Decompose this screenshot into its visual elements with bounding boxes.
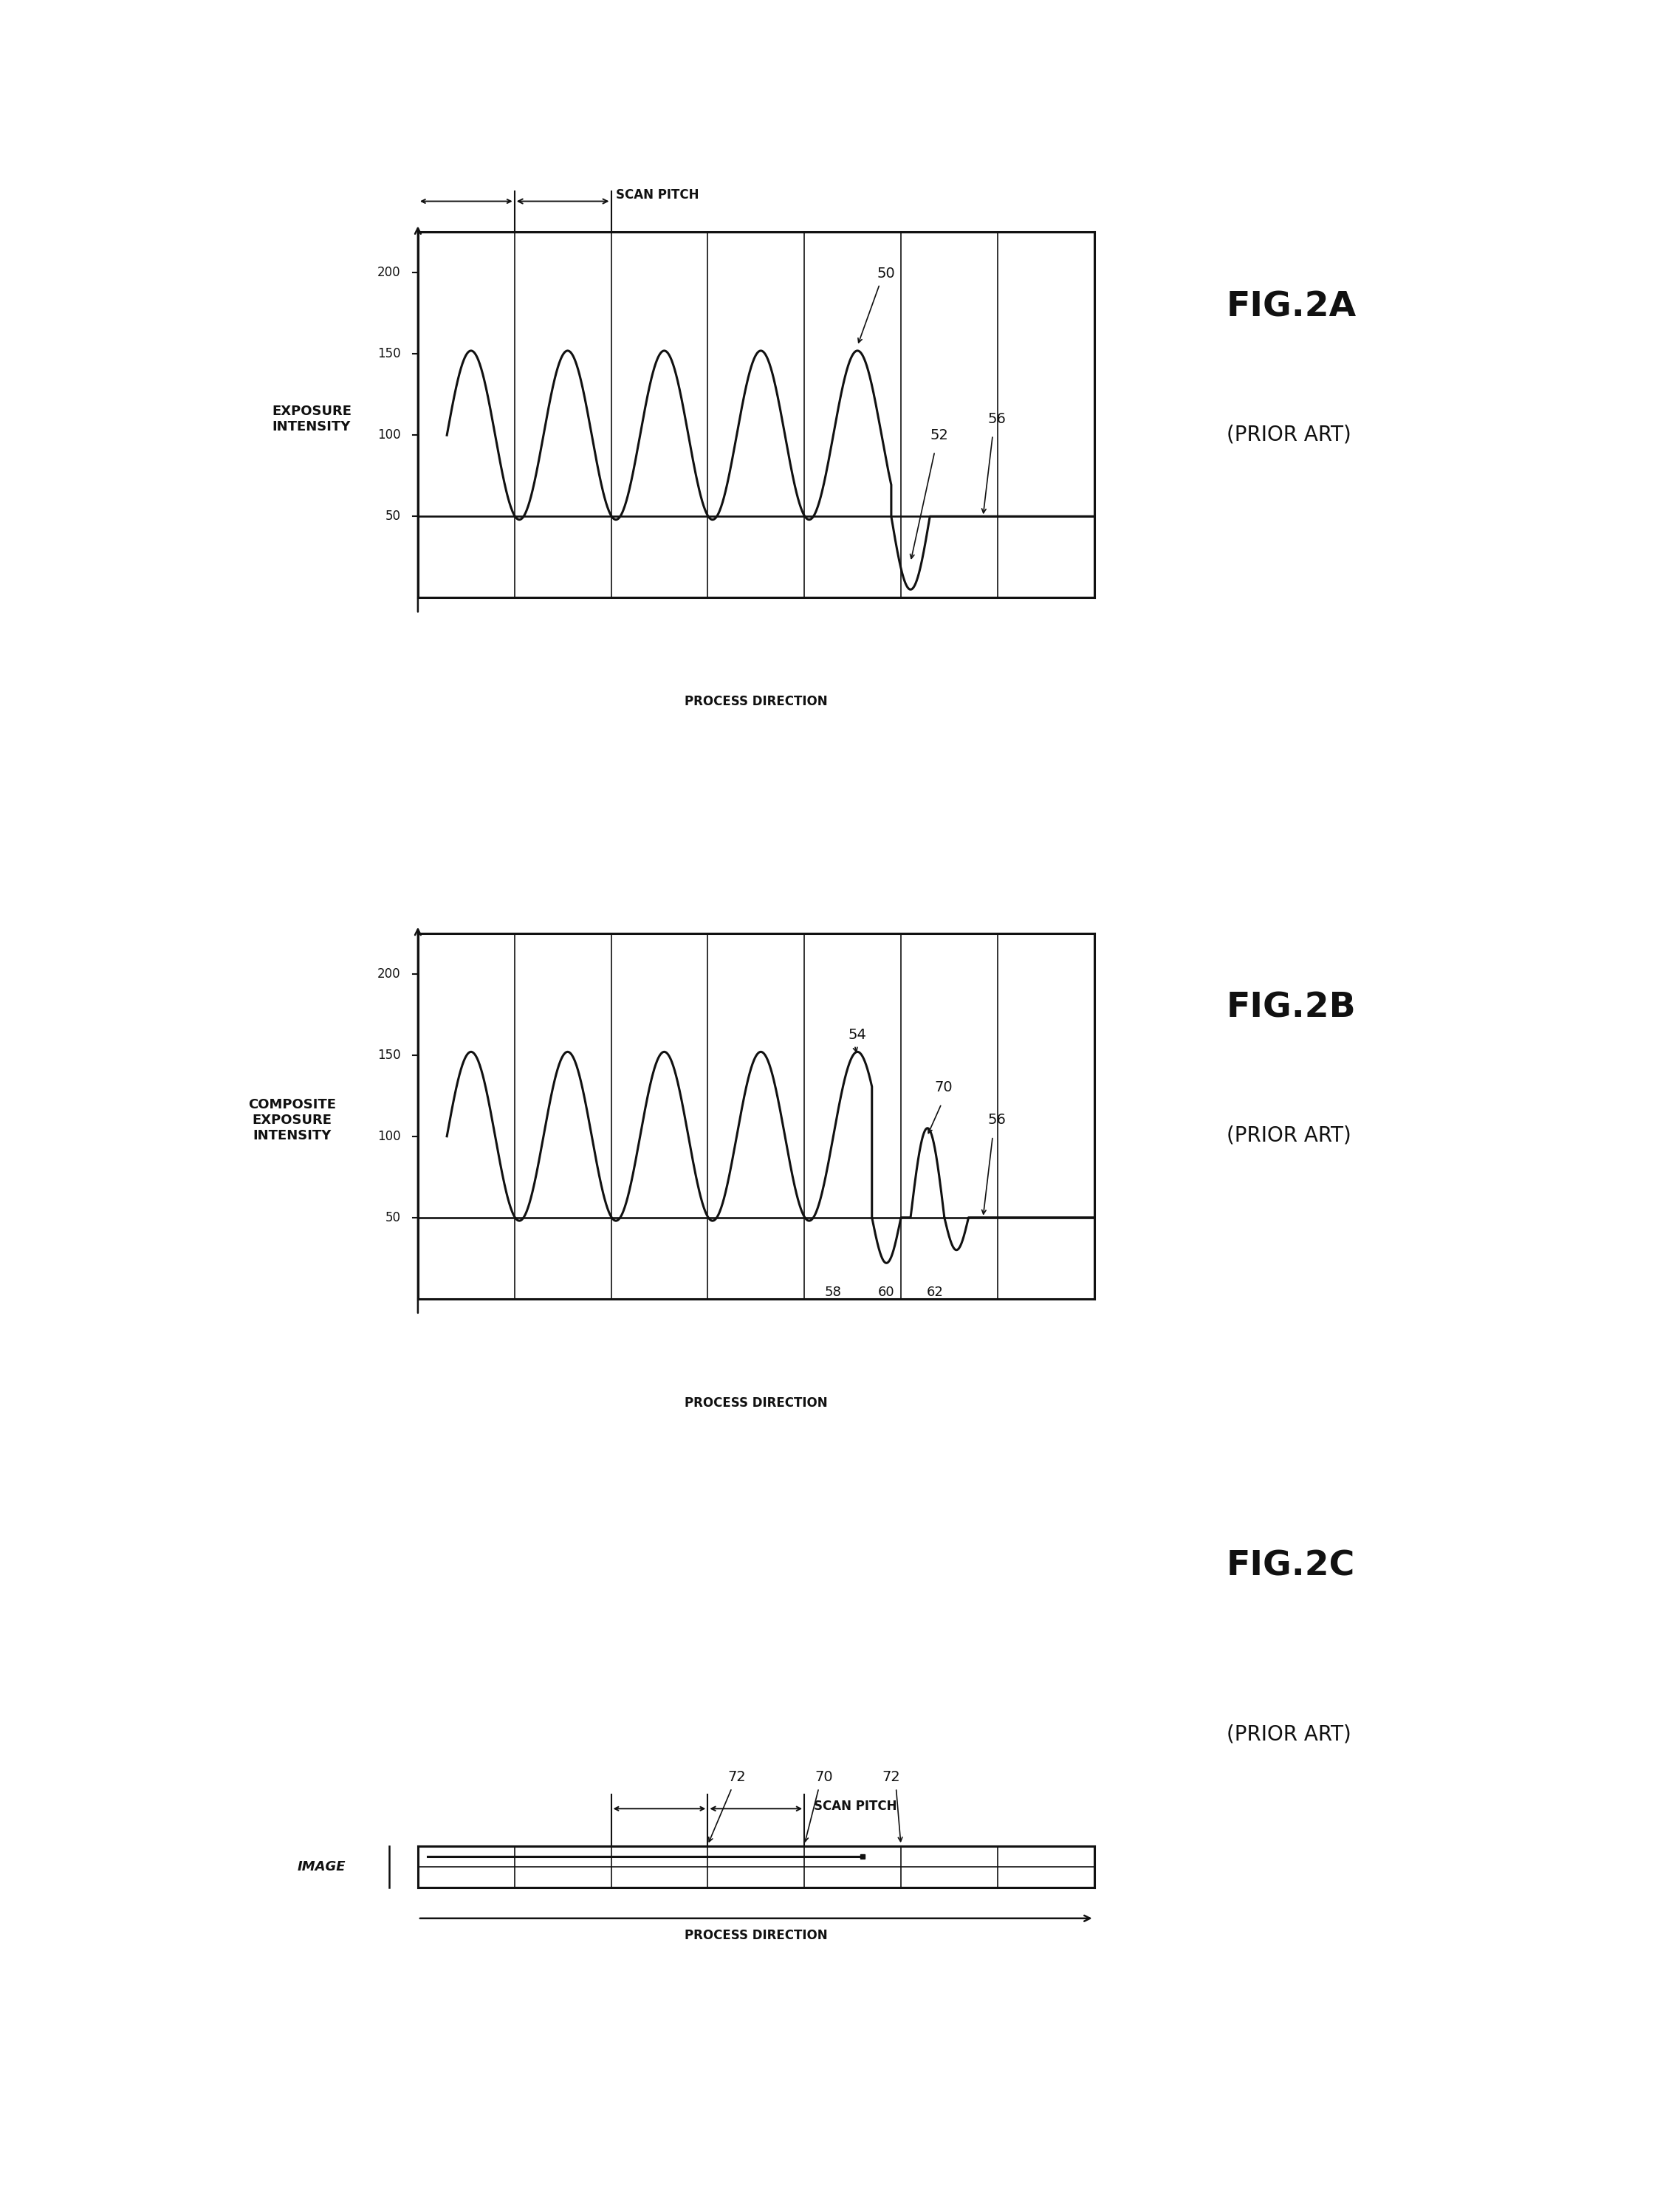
Text: 150: 150 [376, 348, 400, 362]
Text: EXPOSURE
INTENSITY: EXPOSURE INTENSITY [272, 405, 351, 434]
Text: 60: 60 [879, 1286, 895, 1299]
Text: PROCESS DIRECTION: PROCESS DIRECTION [684, 1928, 828, 1941]
Text: (PRIOR ART): (PRIOR ART) [1226, 1724, 1351, 1744]
Text: 70: 70 [934, 1080, 953, 1096]
Text: 72: 72 [727, 1770, 746, 1783]
Text: 200: 200 [376, 265, 400, 280]
Text: 200: 200 [376, 966, 400, 982]
Text: FIG.2B: FIG.2B [1226, 993, 1356, 1025]
Text: SCAN PITCH: SCAN PITCH [617, 188, 699, 202]
Text: 54: 54 [848, 1028, 867, 1043]
Text: PROCESS DIRECTION: PROCESS DIRECTION [684, 1396, 828, 1409]
Text: 100: 100 [376, 1131, 400, 1144]
Text: 52: 52 [931, 427, 948, 443]
Text: (PRIOR ART): (PRIOR ART) [1226, 425, 1351, 445]
Text: (PRIOR ART): (PRIOR ART) [1226, 1126, 1351, 1146]
Text: 72: 72 [882, 1770, 900, 1783]
Text: 58: 58 [825, 1286, 842, 1299]
Text: 150: 150 [376, 1049, 400, 1063]
Text: 100: 100 [376, 429, 400, 443]
Text: PROCESS DIRECTION: PROCESS DIRECTION [684, 695, 828, 708]
Text: 50: 50 [877, 267, 895, 280]
Text: SCAN PITCH: SCAN PITCH [813, 1801, 897, 1814]
Text: FIG.2A: FIG.2A [1226, 291, 1356, 324]
Text: COMPOSITE
EXPOSURE
INTENSITY: COMPOSITE EXPOSURE INTENSITY [249, 1098, 336, 1142]
Text: IMAGE: IMAGE [297, 1860, 346, 1873]
Text: 56: 56 [988, 412, 1006, 425]
Text: 56: 56 [988, 1113, 1006, 1126]
Text: 62: 62 [926, 1286, 942, 1299]
Text: 50: 50 [385, 1212, 400, 1225]
Text: 70: 70 [815, 1770, 833, 1783]
Text: FIG.2C: FIG.2C [1226, 1549, 1356, 1584]
Text: 50: 50 [385, 511, 400, 524]
